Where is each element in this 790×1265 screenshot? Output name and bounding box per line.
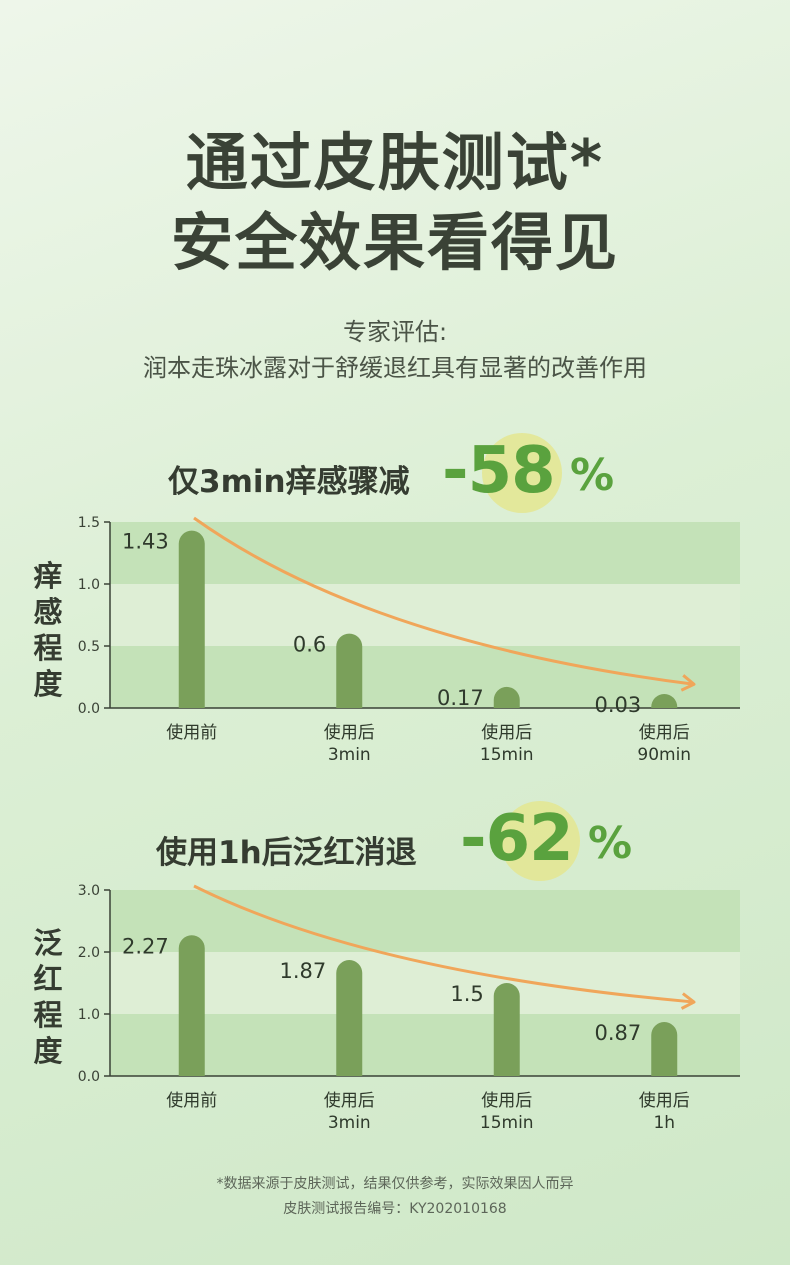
- itch-value-label: 0.17: [437, 686, 484, 710]
- itch-reduction-number: -58: [442, 434, 556, 508]
- redness-x-tick-label: 使用后: [324, 1090, 375, 1111]
- redness-reduction-stat: -62 %: [460, 796, 650, 886]
- itch-bar: [651, 694, 678, 708]
- itch-bar: [336, 633, 363, 708]
- itch-value-label: 1.43: [122, 530, 169, 554]
- itch-x-tick-label: 使用后: [639, 722, 690, 743]
- redness-x-tick-label: 15min: [480, 1113, 534, 1133]
- disclaimer-note: *数据来源于皮肤测试，结果仅供参考，实际效果因人而异: [216, 1176, 574, 1192]
- redness-y-tick-label: 3.0: [78, 883, 100, 899]
- y-title-char: 红: [33, 962, 63, 996]
- redness-bar: [651, 1022, 678, 1076]
- itch-trend-arrowhead: [680, 674, 696, 692]
- redness-x-tick-label: 使用后: [481, 1090, 532, 1111]
- y-title-char: 程: [33, 998, 63, 1032]
- itch-y-tick-label: 1.5: [78, 515, 100, 531]
- y-title-char: 感: [33, 595, 63, 629]
- y-title-char: 泛: [33, 926, 63, 960]
- redness-y-tick-label: 1.0: [78, 1007, 100, 1023]
- itch-value-label: 0.03: [594, 693, 641, 717]
- itch-reduction-unit: %: [570, 450, 615, 501]
- redness-bar: [178, 935, 205, 1076]
- redness-headline: 使用1h后泛红消退: [156, 835, 417, 871]
- redness-grid-band: [110, 1014, 740, 1076]
- redness-x-tick-label: 1h: [653, 1113, 675, 1133]
- itch-bar: [493, 686, 520, 708]
- itch-x-tick-label: 使用后: [324, 722, 375, 743]
- y-title-char: 痒: [33, 559, 63, 593]
- itch-x-tick-label: 使用后: [481, 722, 532, 743]
- redness-x-tick-label: 3min: [328, 1113, 371, 1133]
- expert-label: 专家评估:: [342, 318, 448, 346]
- redness-bar: [336, 960, 363, 1076]
- y-title-char: 程: [33, 631, 63, 665]
- redness-y-tick-label: 0.0: [78, 1069, 100, 1085]
- itch-y-tick-label: 1.0: [78, 577, 100, 593]
- redness-trend-arrowhead: [680, 992, 696, 1010]
- redness-bar: [493, 983, 520, 1076]
- redness-y-tick-label: 2.0: [78, 945, 100, 961]
- itch-bar: [178, 530, 205, 708]
- page-title-line2: 安全效果看得见: [170, 206, 619, 279]
- redness-bar-chart: 0.01.02.03.02.27使用前1.87使用后3min1.5使用后15mi…: [78, 883, 740, 1133]
- redness-value-label: 1.5: [450, 982, 483, 1006]
- itch-grid-band: [110, 584, 740, 646]
- page-title-line1: 通过皮肤测试*: [185, 126, 605, 199]
- expert-statement: 润本走珠冰露对于舒缓退红具有显著的改善作用: [143, 354, 647, 382]
- itch-x-tick-label: 使用前: [166, 722, 217, 743]
- itch-bar-chart: 0.00.51.01.51.43使用前0.6使用后3min0.17使用后15mi…: [78, 515, 740, 765]
- redness-trend-line: [193, 884, 695, 1004]
- redness-value-label: 2.27: [122, 934, 169, 958]
- highlight-circle: [482, 433, 562, 513]
- itch-headline: 仅3min痒感骤减: [168, 464, 410, 500]
- itch-y-tick-label: 0.5: [78, 639, 100, 655]
- itch-x-tick-label: 15min: [480, 745, 534, 765]
- itch-x-tick-label: 90min: [637, 745, 691, 765]
- redness-reduction-unit: %: [588, 818, 633, 869]
- report-number: 皮肤测试报告编号：KY202010168: [283, 1201, 507, 1217]
- redness-reduction-number: -62: [460, 802, 574, 876]
- itch-x-tick-label: 3min: [328, 745, 371, 765]
- y-title-char: 度: [33, 667, 63, 701]
- itch-trend-line: [193, 516, 695, 686]
- redness-x-tick-label: 使用前: [166, 1090, 217, 1111]
- y-title-char: 度: [33, 1034, 63, 1068]
- redness-grid-band: [110, 890, 740, 952]
- redness-y-axis-title: 泛 红 程 度: [28, 925, 68, 1069]
- itch-reduction-stat: -58 %: [442, 428, 632, 518]
- redness-x-tick-label: 使用后: [639, 1090, 690, 1111]
- highlight-circle: [500, 801, 580, 881]
- redness-value-label: 1.87: [279, 959, 326, 983]
- itch-value-label: 0.6: [293, 633, 326, 657]
- itch-y-tick-label: 0.0: [78, 701, 100, 717]
- redness-value-label: 0.87: [594, 1021, 641, 1045]
- itch-y-axis-title: 痒 感 程 度: [28, 558, 68, 702]
